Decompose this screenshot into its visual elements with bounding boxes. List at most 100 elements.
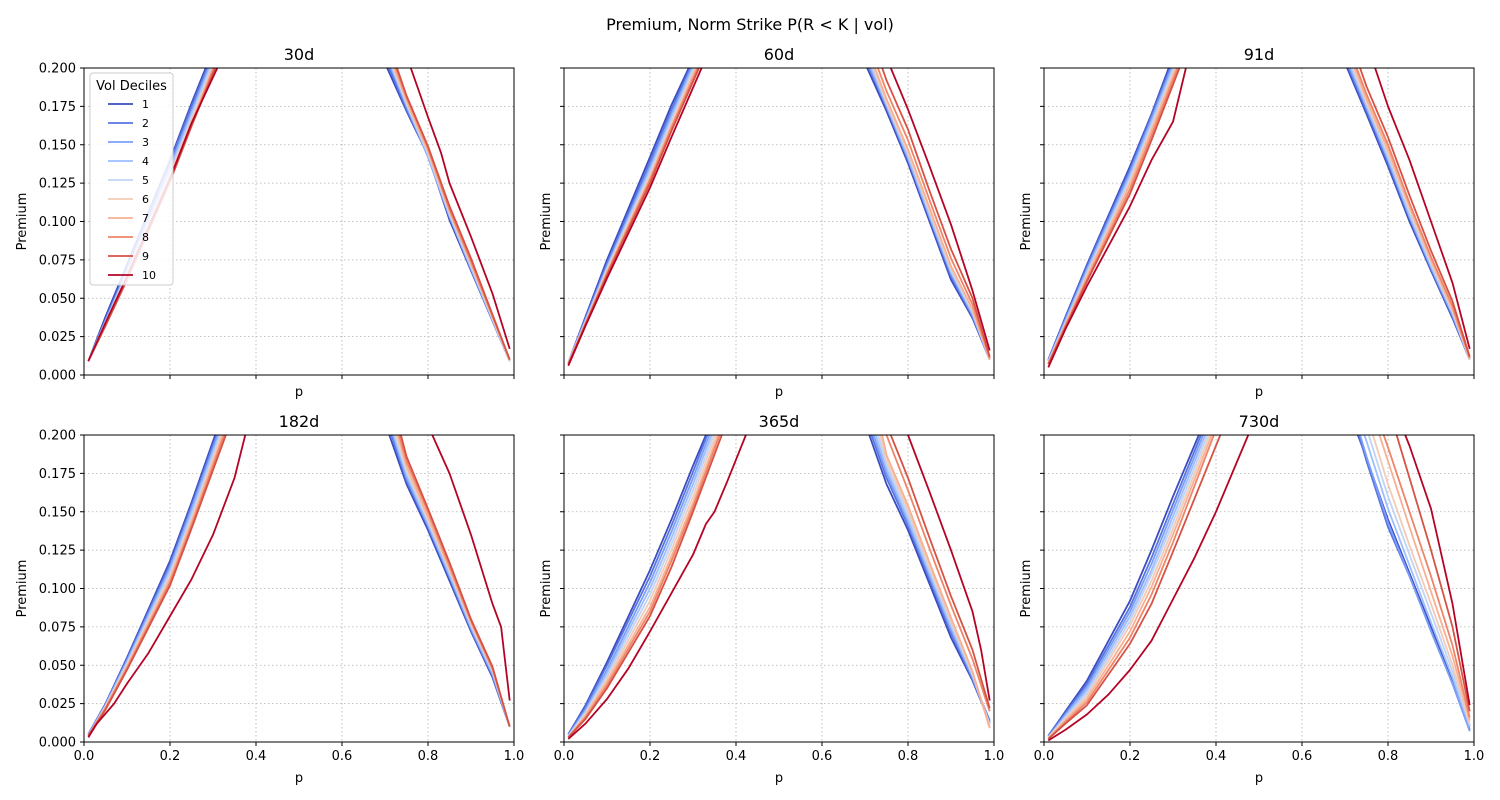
panel-30d: 0.000 0.025 0.050 0.075 0.100 0.125 0.150 0.175… — [15, 45, 515, 400]
x-axis-label: p — [295, 385, 303, 400]
x-tick-label: 0.8 — [418, 749, 439, 764]
x-tick-label: 0.2 — [640, 749, 661, 764]
y-tick-label: 0.000 — [39, 736, 76, 751]
series-line-7-right — [881, 435, 991, 729]
panel-title: 365d — [759, 412, 800, 431]
y-tick-label: 0.050 — [39, 659, 76, 674]
y-tick-label: 0.175 — [39, 100, 76, 115]
series-line-4-left — [1047, 435, 1207, 738]
x-axis-label: p — [775, 771, 783, 786]
series-line-8-right — [885, 435, 991, 712]
series-line-8-right — [877, 68, 991, 359]
series-line-10-left — [1047, 435, 1250, 742]
series-line-10-right — [431, 435, 511, 701]
panel-title: 182d — [279, 412, 320, 431]
y-tick-label: 0.150 — [39, 138, 76, 153]
series-line-4-right — [1363, 435, 1471, 727]
series-line-8-left — [1047, 435, 1215, 740]
series-line-7-right — [874, 68, 991, 360]
y-tick-label: 0.175 — [39, 467, 76, 482]
legend-label-3: 3 — [142, 136, 149, 149]
series-line-10-right — [889, 68, 991, 351]
x-axis-label: p — [775, 385, 783, 400]
panel-title: 30d — [284, 45, 315, 64]
panel-730d: 0.0 0.2 0.4 0.6 0.8 1.0 730d p Premium — [1019, 412, 1484, 786]
series-line-6-left — [1047, 435, 1211, 739]
x-axis-label: p — [295, 771, 303, 786]
y-tick-label: 0.025 — [39, 697, 76, 712]
legend-label-1: 1 — [142, 98, 149, 111]
series-line-10-right — [1374, 68, 1471, 350]
legend-label-4: 4 — [142, 155, 149, 168]
series-line-10-left — [1047, 68, 1187, 368]
panel-60d: 60d p Premium — [539, 45, 995, 400]
y-tick-label: 0.075 — [39, 253, 76, 268]
series-line-10-left — [567, 68, 703, 367]
x-tick-label: 1.0 — [984, 749, 1005, 764]
series-line-10-left — [567, 435, 747, 740]
x-tick-label: 1.0 — [1464, 749, 1485, 764]
x-tick-label: 0.4 — [726, 749, 747, 764]
series-line-9-right — [1359, 68, 1471, 357]
y-tick-label: 0.100 — [39, 582, 76, 597]
panel-title: 60d — [764, 45, 795, 64]
series-line-9-right — [889, 435, 991, 709]
series-line-6-right — [1372, 435, 1471, 724]
legend-label-5: 5 — [142, 174, 149, 187]
series-line-7-right — [1378, 435, 1471, 721]
x-axis-label: p — [1255, 771, 1263, 786]
series-group — [1047, 435, 1471, 742]
x-tick-label: 0.2 — [160, 749, 181, 764]
x-tick-label: 0.6 — [812, 749, 833, 764]
y-tick-label: 0.075 — [39, 620, 76, 635]
x-tick-label: 0.6 — [1292, 749, 1313, 764]
series-line-9-left — [87, 435, 227, 737]
series-line-9-right — [881, 68, 991, 357]
legend: Vol Deciles 1 2 3 4 5 6 7 8 9 10 — [89, 72, 174, 286]
series-line-9-right — [396, 68, 511, 360]
panel-182d: 0.0 0.2 0.4 0.6 0.8 1.0 0.000 0.025 0.050 0.075 0.… — [15, 412, 524, 786]
panel-365d: 0.0 0.2 0.4 0.6 0.8 1.0 365d p Premium — [539, 412, 1004, 786]
series-line-8-right — [1382, 435, 1471, 718]
series-line-7-left — [1047, 435, 1213, 740]
y-tick-label: 0.125 — [39, 544, 76, 559]
figure-title: Premium, Norm Strike P(R < K | vol) — [606, 15, 894, 34]
series-line-8-right — [1355, 68, 1471, 359]
y-axis-label: Premium — [15, 560, 30, 618]
x-tick-label: 0.0 — [554, 749, 575, 764]
series-line-2-left — [1047, 435, 1202, 737]
panel-title: 730d — [1239, 412, 1280, 431]
series-line-10-left — [87, 435, 247, 738]
series-line-9-left — [567, 435, 723, 739]
series-line-5-left — [1047, 435, 1209, 738]
series-group — [1047, 68, 1471, 368]
x-tick-label: 0.4 — [1206, 749, 1227, 764]
y-tick-label: 0.025 — [39, 330, 76, 345]
y-axis-label: Premium — [1019, 193, 1034, 251]
y-tick-label: 0.125 — [39, 177, 76, 192]
y-axis-label: Premium — [539, 193, 554, 251]
legend-label-6: 6 — [142, 193, 149, 206]
x-axis-label: p — [1255, 385, 1263, 400]
series-line-1-left — [1047, 435, 1200, 737]
series-line-5-right — [1367, 435, 1471, 726]
legend-label-2: 2 — [142, 117, 149, 130]
y-axis-label: Premium — [15, 193, 30, 251]
legend-label-9: 9 — [142, 250, 149, 263]
panel-91d: 91d p Premium — [1019, 45, 1475, 400]
x-tick-label: 0.6 — [332, 749, 353, 764]
y-tick-label: 0.100 — [39, 215, 76, 230]
series-line-3-left — [1047, 435, 1204, 738]
series-line-9-right — [1395, 435, 1471, 712]
legend-label-10: 10 — [142, 269, 156, 282]
y-tick-label: 0.200 — [39, 429, 76, 444]
y-axis-label: Premium — [539, 560, 554, 618]
y-axis-label: Premium — [1019, 560, 1034, 618]
x-tick-label: 0.0 — [1034, 749, 1055, 764]
series-line-9-left — [1047, 435, 1222, 740]
series-line-2-left — [567, 435, 709, 735]
y-tick-label: 0.000 — [39, 369, 76, 384]
x-tick-label: 0.4 — [246, 749, 267, 764]
series-line-10-right — [409, 68, 511, 350]
